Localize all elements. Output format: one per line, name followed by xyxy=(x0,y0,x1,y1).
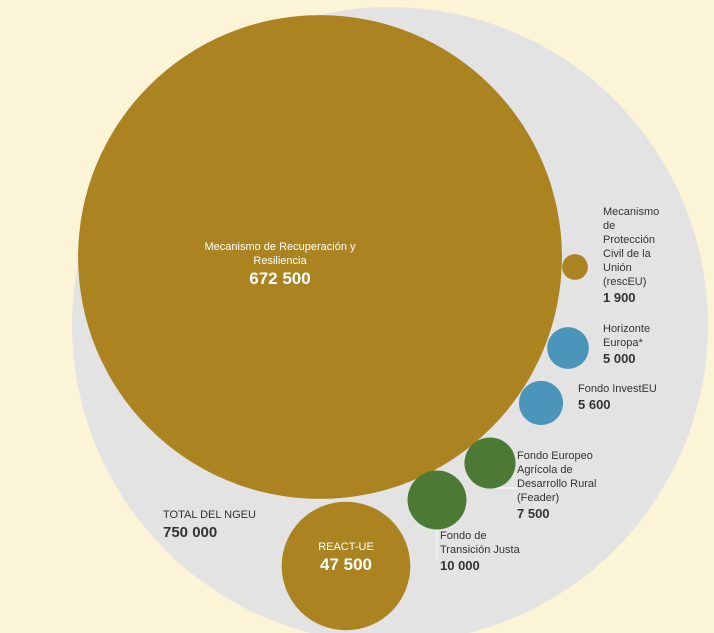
total-name: TOTAL DEL NGEU xyxy=(163,509,256,521)
bubble xyxy=(562,254,588,280)
bubble-label: Mecanismo de Recuperación y Resiliencia 6… xyxy=(180,240,380,290)
bubble xyxy=(78,15,562,499)
value-label: 10 000 xyxy=(440,558,480,573)
category-name: Mecanismo de Recuperación y Resiliencia xyxy=(204,241,356,267)
value-label: 1 900 xyxy=(603,290,636,305)
category-name: Fondo de Transición Justa xyxy=(440,530,520,556)
category-name: Fondo Europeo Agrícola de Desarrollo Rur… xyxy=(517,450,597,504)
value-label: 5 600 xyxy=(578,397,611,412)
bubble xyxy=(407,470,467,530)
bubble xyxy=(547,327,589,369)
value-label: 5 000 xyxy=(603,351,636,366)
bubble xyxy=(518,380,564,426)
total-value: 750 000 xyxy=(163,524,218,541)
bubble xyxy=(464,437,516,489)
value-label: 672 500 xyxy=(249,269,311,288)
category-name: Horizonte Europa* xyxy=(603,323,651,349)
bubble-label: Fondo Europeo Agrícola de Desarrollo Rur… xyxy=(517,449,605,522)
category-name: Mecanismo de Protección Civil de la Unió… xyxy=(603,206,660,288)
bubble-label: Mecanismo de Protección Civil de la Unió… xyxy=(603,205,665,306)
value-label: 47 500 xyxy=(320,555,372,574)
bubble xyxy=(281,501,411,631)
total-label: TOTAL DEL NGEU 750 000 xyxy=(163,508,256,544)
bubble-label: REACT-UE 47 500 xyxy=(296,540,396,576)
bubble-label: Fondo de Transición Justa 10 000 xyxy=(440,529,522,574)
category-name: Fondo InvestEU xyxy=(578,383,657,395)
bubble-label: Horizonte Europa* 5 000 xyxy=(603,322,683,367)
value-label: 7 500 xyxy=(517,506,550,521)
bubble-label: Fondo InvestEU 5 600 xyxy=(578,382,658,413)
category-name: REACT-UE xyxy=(318,541,374,553)
